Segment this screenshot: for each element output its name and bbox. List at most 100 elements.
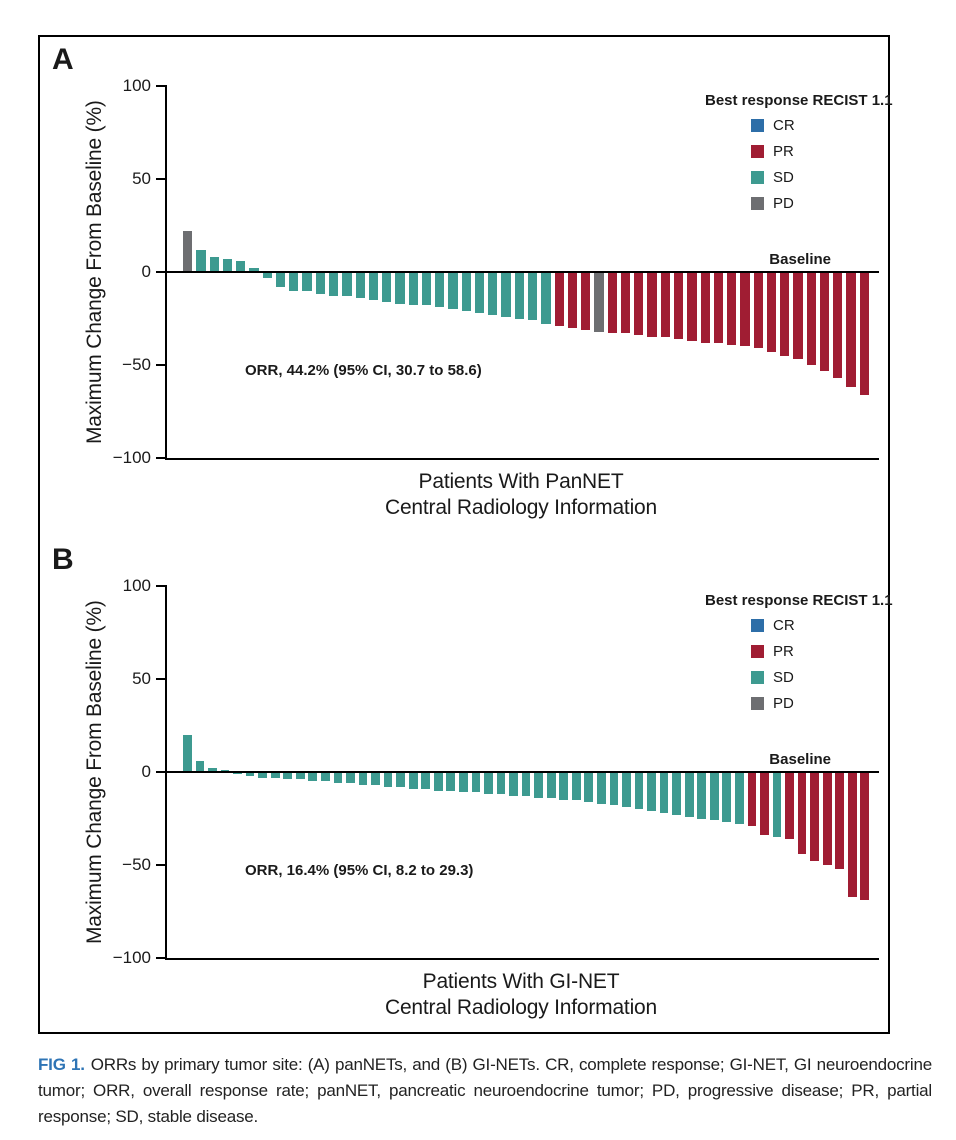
legend-label-pd: PD <box>773 695 794 712</box>
bar-sd <box>355 272 365 299</box>
bar-sd <box>196 249 206 272</box>
legend-item-pd: PD <box>751 195 877 212</box>
bar-pr <box>620 272 631 334</box>
y-axis-tick-label: 100 <box>122 76 151 95</box>
legend-label-cr: CR <box>773 617 795 634</box>
legend-swatch-pd <box>751 697 764 710</box>
bar-sd <box>308 772 318 782</box>
bar-pr <box>822 772 832 865</box>
bar-sd <box>222 258 233 272</box>
bar-sd <box>471 772 481 793</box>
bar-sd <box>514 272 524 319</box>
panel-b-legend-items: CR PR SD PD <box>705 617 877 712</box>
bar-sd <box>433 772 443 791</box>
bar-sd <box>315 272 325 295</box>
panel-a-x-axis-title-line1: Patients With PanNET <box>418 470 624 493</box>
bar-sd <box>262 272 272 278</box>
y-axis-tick-label: 0 <box>141 762 151 781</box>
bar-sd <box>528 272 538 321</box>
bar-sd <box>461 272 471 312</box>
y-axis-tick-label: 0 <box>141 262 151 281</box>
panel-b-baseline-label: Baseline <box>769 751 831 768</box>
panel-b-baseline-line <box>167 770 879 774</box>
y-axis-tick-mark <box>156 456 167 460</box>
legend-label-pr: PR <box>773 143 794 160</box>
panel-a-legend-items: CR PR SD PD <box>705 117 877 212</box>
legend-item-pd: PD <box>751 695 877 712</box>
panel-b-ticks: 100 50 0 −50 −100 <box>113 576 879 967</box>
y-axis-tick-mark <box>156 270 167 274</box>
panel-b-legend: Best response RECIST 1.1 CR PR SD PD <box>705 592 893 722</box>
bar-pr <box>647 272 657 338</box>
legend-item-pr: PR <box>751 643 877 660</box>
legend-label-pr: PR <box>773 643 794 660</box>
bar-sd <box>371 772 380 786</box>
bar-sd <box>209 257 219 272</box>
bar-sd <box>396 772 406 787</box>
bar-sd <box>195 760 205 772</box>
panel-b-bars <box>167 586 879 958</box>
panel-a-orr-annotation: ORR, 44.2% (95% CI, 30.7 to 58.6) <box>245 362 482 379</box>
bar-sd <box>421 772 431 789</box>
legend-item-sd: SD <box>751 669 877 686</box>
bar-sd <box>496 772 506 795</box>
bar-sd <box>684 772 694 817</box>
bar-sd <box>321 772 330 782</box>
panel-a-legend: Best response RECIST 1.1 CR PR SD PD <box>705 92 893 222</box>
bar-sd <box>501 272 511 317</box>
bar-pr <box>766 272 777 352</box>
legend-label-sd: SD <box>773 169 794 186</box>
bar-sd <box>448 272 458 310</box>
bar-pr <box>835 772 845 869</box>
bar-pr <box>687 272 697 341</box>
bar-pr <box>860 772 870 901</box>
legend-swatch-cr <box>751 619 764 632</box>
panel-a-legend-title: Best response RECIST 1.1 <box>705 92 893 109</box>
bar-pr <box>793 272 803 360</box>
bar-sd <box>275 272 286 287</box>
bar-sd <box>772 772 782 838</box>
legend-label-cr: CR <box>773 117 795 134</box>
bar-sd <box>735 772 744 825</box>
bar-pr <box>780 272 790 356</box>
bar-sd <box>395 272 405 304</box>
panel-a-x-axis-title: Patients With PanNET Central Radiology I… <box>165 469 877 521</box>
panel-a-ticks: 100 50 0 −50 −100 <box>113 76 879 467</box>
bar-pr <box>810 772 820 862</box>
bar-pr <box>797 772 807 854</box>
bar-sd <box>270 772 280 778</box>
figure-caption: FIG 1. ORRs by primary tumor site: (A) pa… <box>38 1052 932 1130</box>
panel-b-label: B <box>52 543 74 576</box>
panel-b-legend-title: Best response RECIST 1.1 <box>705 592 893 609</box>
bar-pr <box>846 272 856 388</box>
bar-sd <box>245 772 255 776</box>
bar-sd <box>358 772 368 786</box>
bar-pr <box>554 272 564 326</box>
legend-label-pd: PD <box>773 195 794 212</box>
bar-sd <box>346 772 355 784</box>
bar-pr <box>660 272 670 338</box>
bar-sd <box>333 772 343 784</box>
bar-sd <box>609 772 619 806</box>
legend-item-sd: SD <box>751 169 877 186</box>
bar-sd <box>546 772 556 799</box>
panel-b-x-axis-title-line1: Patients With GI-NET <box>422 970 620 993</box>
bar-sd <box>295 772 305 780</box>
legend-swatch-sd <box>751 671 764 684</box>
bar-sd <box>672 772 682 815</box>
y-axis-tick-mark <box>156 770 167 774</box>
figure-caption-text: ORRs by primary tumor site: (A) panNETs,… <box>38 1055 932 1126</box>
y-axis-tick-label: −50 <box>122 855 151 874</box>
panel-a-baseline-line <box>167 270 879 274</box>
panel-b-x-axis-title: Patients With GI-NET Central Radiology I… <box>165 969 877 1021</box>
y-axis-tick-mark <box>156 956 167 960</box>
panel-b-x-axis-title-line2: Central Radiology Information <box>384 996 657 1019</box>
bar-pr <box>581 272 591 330</box>
bar-sd <box>534 772 544 799</box>
bar-sd <box>509 772 518 797</box>
legend-item-pr: PR <box>751 143 877 160</box>
bar-pr <box>806 272 816 365</box>
bar-pr <box>713 272 724 343</box>
bar-sd <box>408 272 418 306</box>
